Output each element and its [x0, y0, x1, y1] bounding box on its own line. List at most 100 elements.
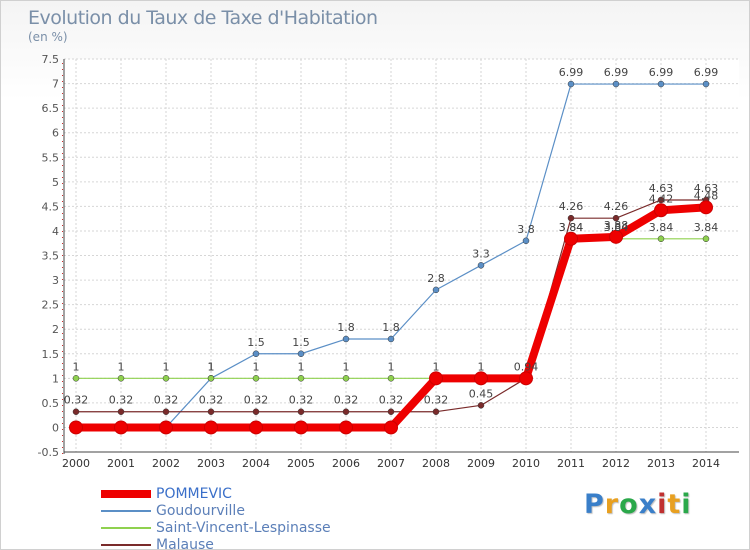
- y-tick-label: 3.5: [42, 250, 60, 263]
- data-point: [252, 350, 260, 357]
- data-point: [384, 420, 398, 435]
- data-point: [342, 335, 350, 343]
- data-point: [612, 80, 620, 88]
- axis-tick-dot: [62, 291, 63, 292]
- legend-item: Malause: [101, 536, 331, 550]
- y-tick-label: 7.5: [42, 53, 60, 66]
- axis-tick-dot: [62, 201, 63, 202]
- axis-tick-dot: [62, 273, 63, 274]
- data-label: 0.45: [469, 387, 494, 400]
- axis-tick-dot: [62, 75, 63, 76]
- y-tick-label: 2: [52, 323, 59, 336]
- axis-tick-dot: [62, 111, 63, 112]
- data-point: [702, 80, 710, 88]
- axis-tick-dot: [62, 363, 63, 364]
- axis-tick-dot: [62, 195, 63, 196]
- axis-tick-dot: [62, 231, 63, 232]
- axis-tick-dot: [62, 99, 63, 100]
- x-tick-label: 2005: [287, 457, 315, 470]
- axis-tick-dot: [62, 447, 63, 448]
- data-point: [339, 420, 353, 435]
- data-point: [159, 420, 173, 435]
- data-label: 6.99: [649, 66, 674, 79]
- axis-tick-dot: [62, 207, 63, 208]
- data-point: [657, 235, 665, 243]
- axis-tick-dot: [62, 117, 63, 118]
- data-label: 3.84: [604, 221, 629, 234]
- y-tick-label: 1: [52, 372, 59, 385]
- axis-tick-dot: [62, 321, 63, 322]
- data-label: 3.8: [517, 223, 535, 236]
- data-label: 0.32: [109, 394, 134, 407]
- data-label: 1: [73, 360, 80, 373]
- axis-tick-dot: [62, 249, 63, 250]
- legend-label: Malause: [156, 536, 214, 550]
- y-tick-label: 5.5: [42, 151, 60, 164]
- axis-tick-dot: [62, 339, 63, 340]
- y-tick-label: 0: [52, 421, 59, 434]
- axis-tick-dot: [62, 237, 63, 238]
- axis-tick-dot: [62, 309, 63, 310]
- data-label: 1: [478, 360, 485, 373]
- axis-tick-dot: [62, 153, 63, 154]
- legend-swatch: [101, 489, 151, 498]
- data-point: [654, 203, 668, 218]
- axis-tick-dot: [62, 81, 63, 82]
- axis-tick-dot: [62, 123, 63, 124]
- legend-swatch: [101, 509, 151, 512]
- axis-tick-dot: [62, 105, 63, 106]
- data-label: 4.63: [649, 182, 674, 195]
- data-label: 4.42: [649, 192, 674, 205]
- axis-tick-dot: [62, 399, 63, 400]
- axis-tick-dot: [62, 441, 63, 442]
- data-label: 0.32: [424, 394, 449, 407]
- legend-label: Saint-Vincent-Lespinasse: [156, 519, 331, 536]
- axis-tick-dot: [62, 255, 63, 256]
- data-label: 6.99: [604, 66, 629, 79]
- data-label: 2.8: [427, 272, 445, 285]
- data-point: [477, 262, 485, 269]
- data-point: [429, 371, 443, 386]
- axis-tick-dot: [62, 327, 63, 328]
- data-point: [612, 214, 620, 222]
- axis-tick-dot: [62, 267, 63, 268]
- data-label: 1: [118, 360, 125, 373]
- data-point: [657, 80, 665, 88]
- data-point: [432, 408, 440, 415]
- axis-tick-dot: [62, 405, 63, 406]
- data-point: [162, 408, 170, 415]
- data-label: 1: [388, 360, 395, 373]
- x-tick-label: 2013: [647, 457, 675, 470]
- axis-tick-dot: [62, 435, 63, 436]
- y-tick-label: 2.5: [42, 299, 60, 312]
- data-point: [432, 286, 440, 294]
- axis-tick-dot: [62, 411, 63, 412]
- data-point: [297, 408, 305, 415]
- data-label: 4.48: [694, 189, 719, 202]
- axis-tick-dot: [62, 387, 63, 388]
- axis-tick-dot: [62, 147, 63, 148]
- data-label: 1: [343, 360, 350, 373]
- data-label: 0.32: [199, 394, 224, 407]
- axis-tick-dot: [62, 375, 63, 376]
- axis-tick-dot: [62, 243, 63, 244]
- data-point: [522, 237, 530, 245]
- data-point: [162, 375, 170, 382]
- chart-unit-label: (en %): [28, 30, 68, 44]
- data-label: 1: [433, 360, 440, 373]
- axis-tick-dot: [62, 165, 63, 166]
- data-point: [609, 229, 623, 244]
- data-point: [297, 375, 305, 382]
- data-point: [249, 420, 263, 435]
- data-point: [69, 420, 83, 435]
- data-point: [207, 375, 215, 382]
- data-point: [702, 235, 710, 243]
- data-point: [252, 375, 260, 382]
- data-label: 3.88: [604, 219, 629, 232]
- x-tick-label: 2006: [332, 457, 360, 470]
- axis-tick-dot: [62, 297, 63, 298]
- data-label: 0.32: [334, 394, 359, 407]
- data-label: 4.26: [604, 200, 629, 213]
- data-label: 0.32: [289, 394, 314, 407]
